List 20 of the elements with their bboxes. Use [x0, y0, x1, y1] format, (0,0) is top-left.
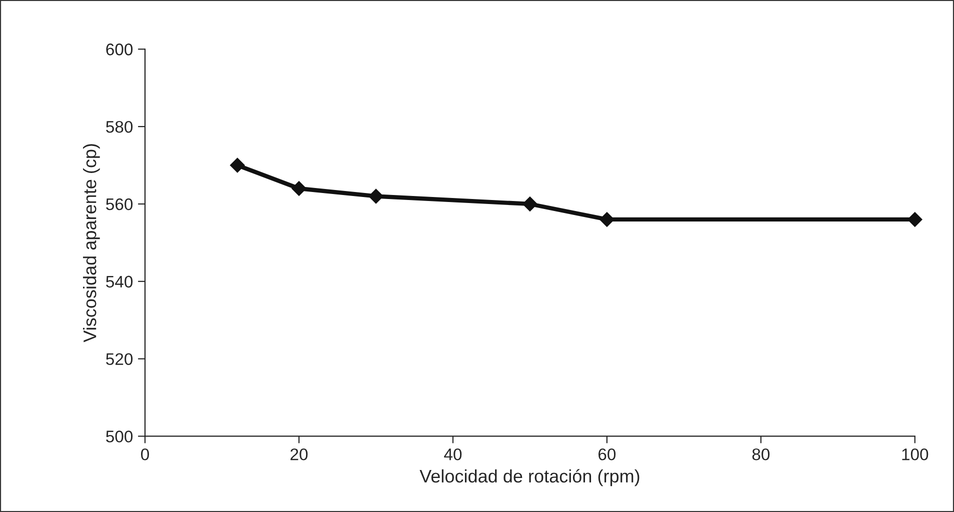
y-axis-title: Viscosidad aparente (cp)	[83, 144, 100, 342]
y-tick-label: 600	[106, 44, 133, 56]
y-tick-label: 520	[106, 353, 133, 366]
x-tick-label: 0	[141, 448, 149, 460]
point	[368, 188, 384, 204]
y-tick-label: 500	[106, 430, 133, 442]
y-tick-label: 580	[106, 120, 133, 133]
y-tick-label: 560	[106, 198, 133, 210]
point	[522, 196, 538, 212]
x-tick-label: 80	[752, 448, 770, 460]
point	[907, 212, 922, 227]
point	[600, 212, 614, 227]
point	[292, 181, 306, 196]
x-axis-title: Velocidad de rotación (rpm)	[420, 469, 640, 486]
x-tick-label: 100	[902, 448, 928, 460]
x-tick-label: 40	[444, 448, 462, 460]
point	[230, 158, 245, 173]
x-tick-label: 60	[598, 448, 616, 460]
y-tick-label: 540	[106, 276, 133, 288]
x-tick-label: 20	[290, 448, 308, 460]
